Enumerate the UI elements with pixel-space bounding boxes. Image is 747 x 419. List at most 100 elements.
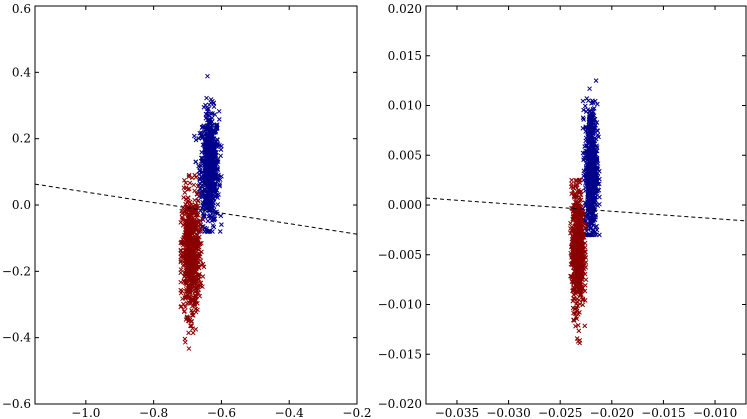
data-point (590, 212, 595, 218)
data-point (573, 194, 579, 200)
data-point (209, 119, 215, 125)
data-point (183, 201, 188, 207)
data-point (585, 192, 591, 198)
data-point (209, 159, 214, 165)
data-point (195, 223, 201, 229)
y-tick-label: 0.020 (388, 2, 422, 16)
data-point (189, 308, 194, 313)
data-point (580, 233, 586, 239)
data-point (595, 203, 601, 208)
data-point (183, 223, 189, 229)
data-point (219, 173, 224, 179)
data-point (205, 131, 211, 136)
x-tick-label: −0.020 (590, 406, 634, 419)
left-scatter-panel: −1.0 −0.8 −0.6 −0.4 −0.2 −0.6 −0.4 −0.2 0.0 0.2 0.… (2, 2, 372, 419)
data-point (579, 272, 585, 277)
data-point (192, 188, 197, 194)
x-tick-label: −0.2 (342, 406, 371, 419)
data-point (579, 244, 584, 249)
data-point (590, 157, 595, 163)
data-point (594, 179, 600, 185)
data-point (182, 177, 187, 183)
data-point (582, 172, 588, 177)
data-point (193, 159, 199, 165)
data-point (216, 117, 222, 122)
data-point (178, 247, 184, 253)
data-point (186, 330, 191, 336)
data-point (208, 183, 214, 188)
data-point (213, 159, 219, 165)
data-point (594, 145, 600, 150)
data-point (207, 138, 213, 143)
y-tick-label: 0.010 (388, 99, 422, 113)
data-point (588, 148, 594, 154)
data-point (198, 227, 203, 232)
data-point (189, 224, 195, 230)
data-point (207, 159, 213, 165)
data-point (187, 180, 193, 186)
data-point (196, 273, 202, 279)
data-point (585, 227, 591, 232)
data-point (573, 323, 578, 329)
data-point (585, 232, 591, 238)
data-point (590, 228, 596, 233)
data-point (210, 217, 216, 222)
data-point (183, 196, 189, 202)
y-tick-label: 0.000 (388, 198, 422, 212)
data-point (577, 227, 582, 233)
data-point (214, 137, 220, 142)
data-point (202, 175, 208, 181)
data-point (214, 175, 220, 181)
data-point (208, 142, 214, 148)
data-point (193, 137, 199, 143)
data-point (583, 135, 589, 141)
data-point (593, 78, 599, 83)
data-point (199, 125, 205, 130)
data-point (217, 229, 223, 234)
data-point (570, 228, 576, 233)
data-point (190, 326, 195, 331)
data-point (584, 96, 590, 101)
data-point (188, 219, 193, 225)
data-point (179, 303, 184, 309)
data-point (587, 177, 593, 183)
data-point (594, 181, 600, 186)
data-point (573, 223, 578, 229)
data-point (188, 206, 194, 211)
data-point (205, 184, 211, 190)
x-tick-label: −1.0 (71, 406, 100, 419)
data-point (595, 101, 600, 107)
y-tick-label: 0.005 (388, 148, 422, 162)
data-point (572, 306, 578, 311)
series-0 (580, 78, 602, 238)
data-point (204, 188, 210, 194)
data-point (182, 248, 187, 253)
data-point (187, 315, 192, 321)
data-point (199, 135, 205, 141)
data-point (186, 174, 192, 180)
data-point (192, 281, 197, 286)
data-point (580, 302, 586, 308)
data-point (581, 107, 586, 113)
data-point (211, 104, 217, 110)
data-point (579, 288, 585, 294)
data-point (575, 243, 581, 249)
data-point (574, 185, 580, 191)
x-tick-label: −0.015 (641, 406, 685, 419)
data-point (579, 214, 585, 220)
data-point (195, 212, 201, 218)
data-point (573, 269, 578, 274)
data-point (216, 108, 222, 114)
data-point (195, 198, 201, 203)
data-point (580, 98, 586, 104)
data-point (570, 185, 576, 190)
data-point (585, 129, 590, 135)
data-point (206, 229, 212, 234)
data-point (590, 140, 596, 145)
data-point (190, 310, 195, 316)
y-tick-label: −0.4 (2, 331, 32, 345)
data-point (589, 134, 595, 139)
data-point (200, 284, 205, 290)
data-point (179, 288, 185, 294)
data-point (573, 277, 579, 282)
